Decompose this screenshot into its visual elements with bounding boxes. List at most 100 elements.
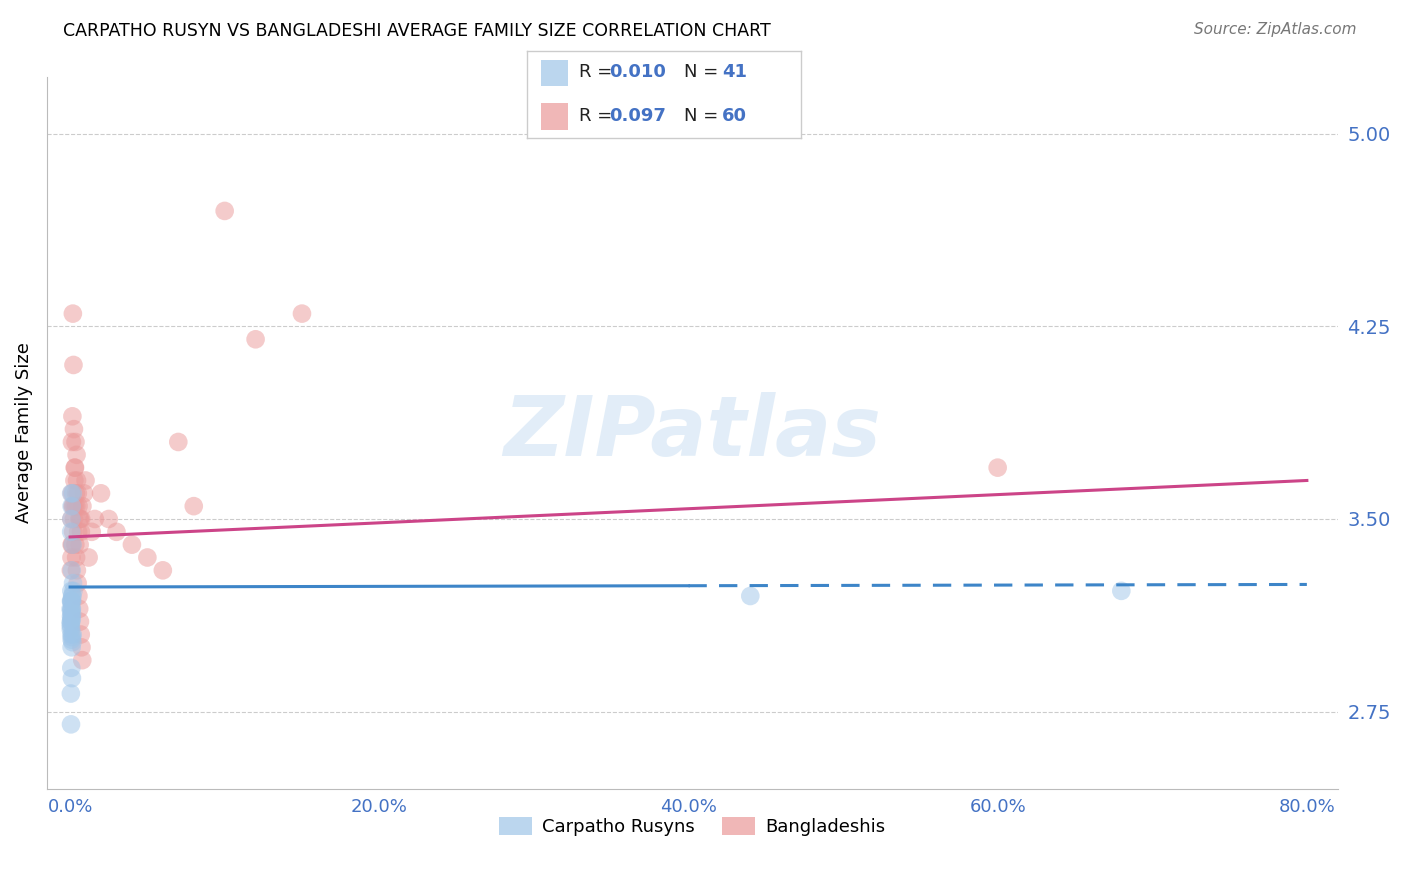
Bar — [541, 103, 568, 129]
Point — [105, 524, 128, 539]
Text: 0.097: 0.097 — [610, 107, 666, 125]
Point — [72, 499, 94, 513]
Point — [66, 486, 89, 500]
Point — [69, 512, 91, 526]
Point — [60, 627, 83, 641]
Point — [63, 460, 86, 475]
Legend: Carpatho Rusyns, Bangladeshis: Carpatho Rusyns, Bangladeshis — [492, 810, 893, 844]
Point — [60, 620, 83, 634]
Point — [62, 538, 84, 552]
Point — [60, 604, 83, 618]
Point — [59, 563, 82, 577]
Point — [77, 550, 100, 565]
Text: 41: 41 — [721, 63, 747, 81]
Point — [60, 615, 83, 629]
Point — [60, 602, 83, 616]
Point — [60, 594, 83, 608]
Point — [67, 589, 90, 603]
Point — [60, 594, 83, 608]
Point — [67, 499, 90, 513]
Point — [214, 203, 236, 218]
Point — [62, 486, 84, 500]
Point — [69, 627, 91, 641]
Point — [62, 512, 84, 526]
Point — [62, 576, 84, 591]
Point — [66, 474, 89, 488]
Point — [65, 550, 87, 565]
Text: N =: N = — [683, 63, 724, 81]
Point — [987, 460, 1010, 475]
Point — [70, 524, 93, 539]
Bar — [541, 60, 568, 86]
Point — [167, 434, 190, 449]
Text: CARPATHO RUSYN VS BANGLADESHI AVERAGE FAMILY SIZE CORRELATION CHART: CARPATHO RUSYN VS BANGLADESHI AVERAGE FA… — [63, 22, 770, 40]
Point — [60, 589, 83, 603]
Point — [59, 617, 82, 632]
Point — [121, 538, 143, 552]
Point — [60, 602, 83, 616]
Point — [183, 499, 205, 513]
Point — [1111, 583, 1133, 598]
Point — [62, 499, 84, 513]
Point — [60, 538, 83, 552]
Point — [60, 538, 83, 552]
Point — [69, 538, 91, 552]
Text: ZIPatlas: ZIPatlas — [503, 392, 882, 474]
Text: R =: R = — [579, 63, 619, 81]
Point — [60, 607, 83, 621]
Point — [59, 602, 82, 616]
Point — [72, 653, 94, 667]
Point — [90, 486, 112, 500]
Point — [60, 583, 83, 598]
Point — [60, 512, 83, 526]
Point — [65, 486, 87, 500]
Point — [70, 640, 93, 655]
Point — [62, 307, 84, 321]
Point — [60, 594, 83, 608]
Point — [62, 499, 84, 513]
Point — [65, 538, 87, 552]
Point — [152, 563, 174, 577]
Point — [63, 422, 86, 436]
Point — [67, 524, 90, 539]
Point — [65, 448, 87, 462]
Text: 0.010: 0.010 — [610, 63, 666, 81]
Point — [60, 609, 83, 624]
Point — [66, 563, 89, 577]
Point — [60, 671, 83, 685]
Point — [60, 609, 83, 624]
Point — [63, 460, 86, 475]
Point — [75, 474, 97, 488]
Text: R =: R = — [579, 107, 619, 125]
Point — [73, 486, 96, 500]
Point — [60, 499, 83, 513]
Point — [63, 499, 86, 513]
Point — [136, 550, 159, 565]
Point — [60, 630, 83, 644]
Point — [60, 661, 83, 675]
Point — [67, 512, 90, 526]
Text: Source: ZipAtlas.com: Source: ZipAtlas.com — [1194, 22, 1357, 37]
Point — [66, 576, 89, 591]
Point — [65, 434, 87, 449]
Point — [70, 512, 93, 526]
Point — [59, 687, 82, 701]
Point — [740, 589, 762, 603]
Point — [245, 332, 267, 346]
Point — [67, 602, 90, 616]
Point — [291, 307, 314, 321]
Point — [65, 499, 87, 513]
Point — [60, 632, 83, 647]
Text: 60: 60 — [721, 107, 747, 125]
Y-axis label: Average Family Size: Average Family Size — [15, 343, 32, 524]
Point — [60, 512, 83, 526]
Point — [60, 563, 83, 577]
Point — [60, 594, 83, 608]
Point — [62, 583, 84, 598]
Point — [62, 627, 84, 641]
Point — [83, 512, 105, 526]
Point — [60, 717, 83, 731]
Point — [59, 615, 82, 629]
Point — [60, 486, 83, 500]
Point — [97, 512, 120, 526]
